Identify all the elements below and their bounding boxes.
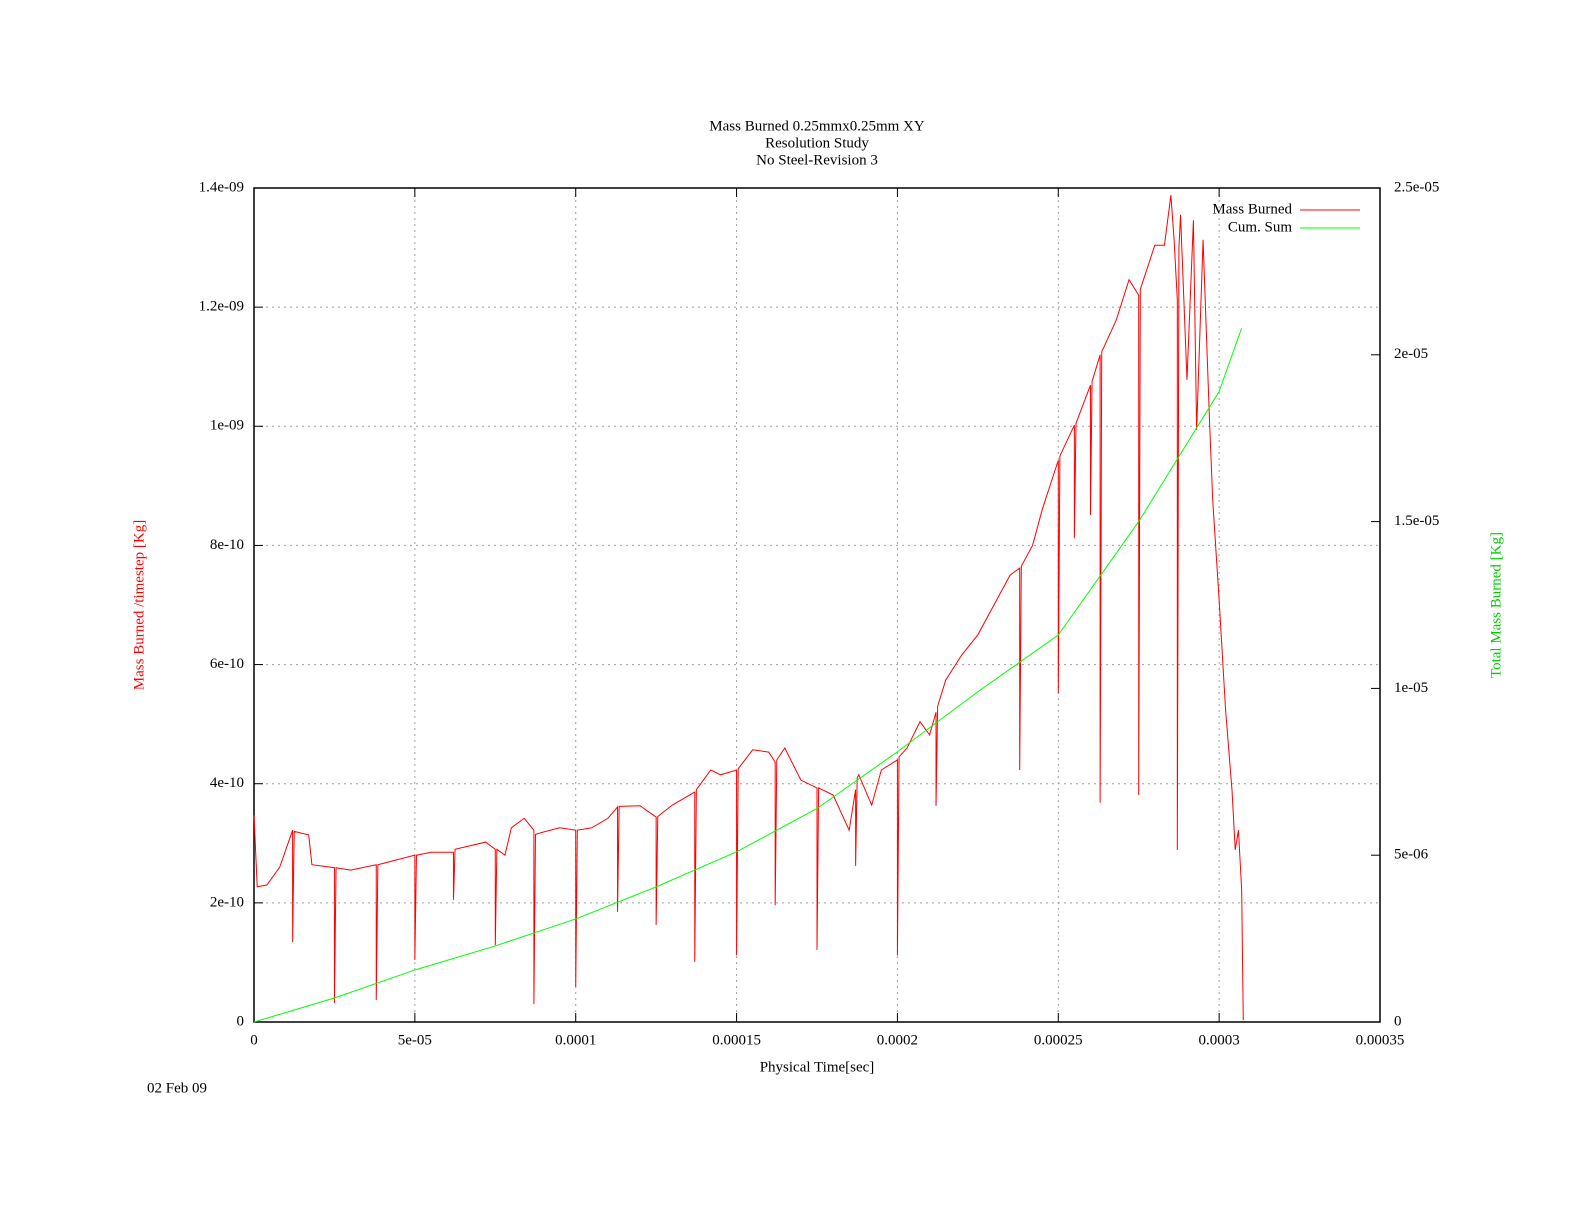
y-tick-label: 2e-10 bbox=[210, 894, 244, 910]
y-tick-label: 8e-10 bbox=[210, 537, 244, 553]
legend-label: Mass Burned bbox=[1212, 201, 1292, 217]
x-tick-label: 0.0002 bbox=[877, 1032, 918, 1048]
y-tick-label: 0 bbox=[237, 1013, 245, 1029]
y-tick-label: 1.4e-09 bbox=[199, 179, 244, 195]
y-tick-label: 6e-10 bbox=[210, 656, 244, 672]
date-annotation: 02 Feb 09 bbox=[147, 1080, 207, 1096]
y2-tick-label: 5e-06 bbox=[1394, 847, 1429, 863]
y-tick-label: 4e-10 bbox=[210, 775, 244, 791]
y2-tick-label: 1.5e-05 bbox=[1394, 513, 1439, 529]
x-tick-label: 5e-05 bbox=[398, 1032, 432, 1048]
chart-title: No Steel-Revision 3 bbox=[756, 152, 878, 168]
chart-title: Mass Burned 0.25mmx0.25mm XY bbox=[709, 118, 925, 134]
x-tick-label: 0.0003 bbox=[1199, 1032, 1240, 1048]
y2-tick-label: 2e-05 bbox=[1394, 346, 1428, 362]
x-tick-label: 0.0001 bbox=[555, 1032, 596, 1048]
chart-title: Resolution Study bbox=[765, 135, 869, 151]
x-axis-label: Physical Time[sec] bbox=[760, 1059, 875, 1075]
data-line bbox=[253, 327, 1243, 1023]
x-tick-label: 0.00025 bbox=[1034, 1032, 1083, 1048]
data-line bbox=[253, 195, 1244, 1021]
y2-axis-label: Total Mass Burned [Kg] bbox=[1488, 532, 1504, 678]
y2-tick-label: 2.5e-05 bbox=[1394, 179, 1439, 195]
x-tick-label: 0.00035 bbox=[1356, 1032, 1405, 1048]
legend-label: Cum. Sum bbox=[1228, 219, 1293, 235]
y2-tick-label: 1e-05 bbox=[1394, 680, 1428, 696]
plot-frame bbox=[253, 187, 1381, 1023]
y-tick-label: 1.2e-09 bbox=[199, 299, 244, 315]
x-tick-label: 0 bbox=[250, 1032, 258, 1048]
y-tick-label: 1e-09 bbox=[210, 418, 244, 434]
x-tick-label: 0.00015 bbox=[712, 1032, 761, 1048]
y2-tick-label: 0 bbox=[1394, 1013, 1402, 1029]
y-axis-label: Mass Burned /timestep [Kg] bbox=[131, 520, 147, 690]
